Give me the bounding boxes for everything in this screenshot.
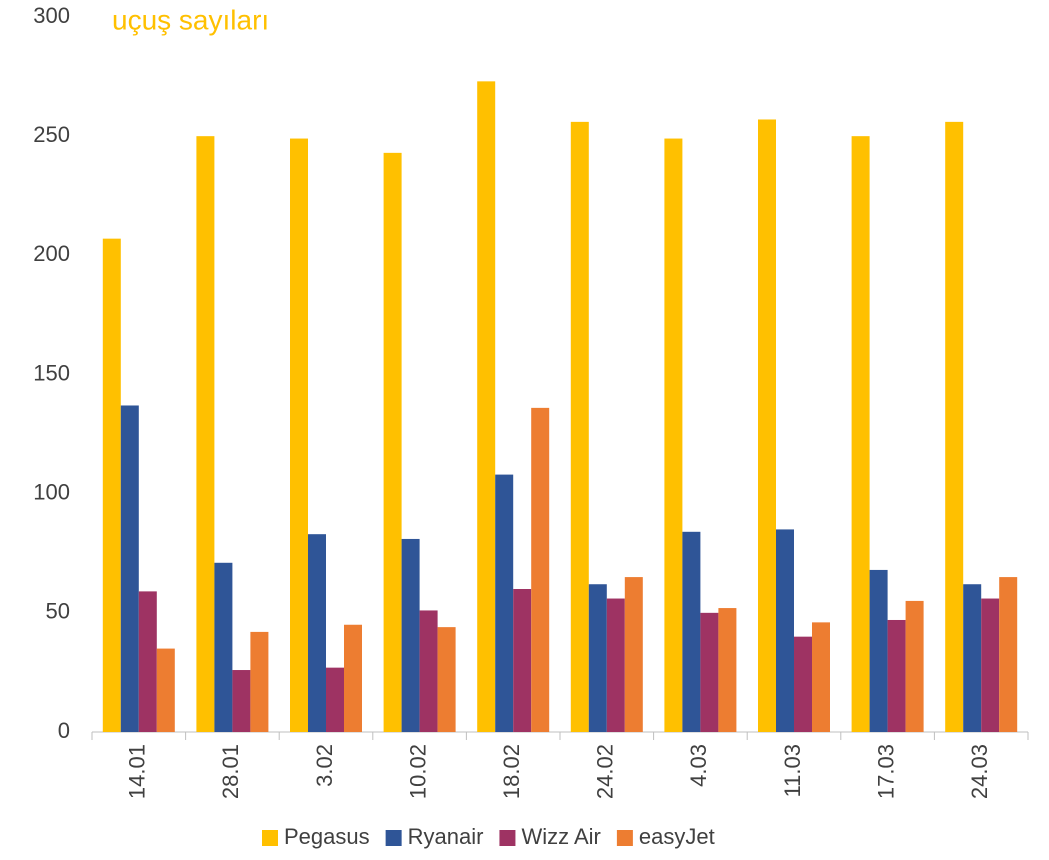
x-tick-label: 14.01 — [125, 744, 150, 799]
bar — [401, 538, 420, 732]
bar — [981, 598, 1000, 732]
y-tick-label: 100 — [33, 479, 70, 504]
x-tick-label: 11.03 — [780, 744, 805, 797]
bar — [758, 119, 776, 732]
bar — [905, 600, 924, 732]
bar — [290, 138, 308, 733]
bar — [477, 81, 496, 733]
y-tick-label: 200 — [33, 241, 70, 266]
bar — [963, 584, 982, 732]
bar — [102, 238, 121, 732]
bar — [570, 121, 589, 732]
x-tick-label: 10.02 — [405, 744, 430, 799]
bar — [250, 631, 269, 732]
bar — [776, 529, 794, 732]
bar — [531, 407, 550, 732]
bar — [495, 474, 514, 732]
legend-swatch — [262, 830, 278, 846]
y-tick-label: 50 — [46, 599, 70, 624]
x-tick-label: 24.02 — [593, 744, 618, 799]
bar — [887, 619, 906, 732]
bar — [196, 136, 215, 732]
bar — [344, 624, 362, 732]
bar — [664, 138, 683, 733]
legend-swatch — [616, 830, 633, 846]
y-tick-label: 300 — [33, 3, 70, 28]
bar — [718, 608, 737, 732]
legend-label: Wizz Air — [521, 824, 600, 849]
bar — [326, 667, 344, 732]
bar — [419, 610, 438, 732]
bar — [232, 670, 251, 732]
bar — [588, 584, 607, 732]
bar — [156, 648, 175, 732]
x-tick-label: 4.03 — [686, 744, 711, 787]
bar — [624, 577, 643, 732]
bar — [851, 136, 870, 732]
legend-swatch — [385, 830, 402, 846]
chart-title: uçuş sayıları — [112, 4, 269, 35]
legend-label: Pegasus — [284, 824, 370, 849]
bar — [513, 589, 532, 732]
x-tick-label: 3.02 — [312, 744, 337, 787]
x-tick-label: 18.02 — [499, 744, 524, 799]
bar — [700, 612, 719, 732]
bar — [437, 627, 456, 732]
bar — [120, 405, 139, 732]
bar — [812, 622, 830, 732]
bar — [606, 598, 625, 732]
y-tick-label: 250 — [33, 122, 70, 147]
bar — [999, 577, 1018, 732]
x-tick-label: 24.03 — [967, 744, 992, 799]
y-tick-label: 0 — [58, 718, 70, 743]
bar — [308, 534, 326, 732]
legend-label: easyJet — [639, 824, 715, 849]
bar — [794, 636, 812, 732]
bar — [945, 121, 964, 732]
bar — [682, 531, 701, 732]
x-tick-label: 17.03 — [873, 744, 898, 799]
bar — [383, 152, 402, 733]
bar — [138, 591, 157, 732]
legend-swatch — [499, 830, 516, 846]
y-tick-label: 150 — [33, 360, 70, 385]
bar — [214, 562, 233, 732]
x-tick-label: 28.01 — [218, 744, 243, 799]
legend-label: Ryanair — [408, 824, 484, 849]
bar — [869, 569, 888, 732]
